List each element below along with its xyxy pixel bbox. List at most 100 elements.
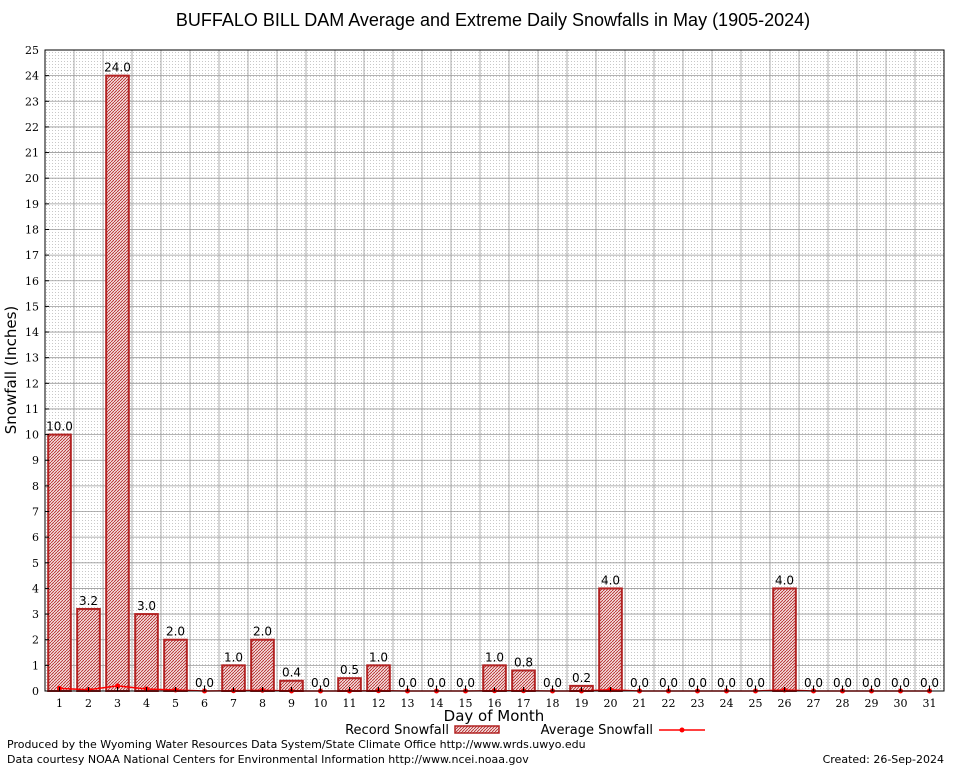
- x-tick-label: 15: [459, 697, 473, 710]
- x-tick-label: 31: [923, 697, 937, 710]
- x-tick-label: 8: [259, 697, 266, 710]
- bar-value-label: 1.0: [224, 650, 243, 664]
- record-bar: [598, 587, 623, 692]
- y-tick-label: 12: [25, 377, 39, 390]
- chart-title: BUFFALO BILL DAM Average and Extreme Dai…: [176, 10, 810, 30]
- x-tick-label: 9: [288, 697, 295, 710]
- bar-value-label: 0.0: [195, 676, 214, 690]
- gridlines: [45, 50, 944, 691]
- bar-value-label: 0.2: [572, 671, 591, 685]
- legend-record-label: Record Snowfall: [345, 723, 449, 738]
- x-tick-label: 2: [85, 697, 92, 710]
- x-tick-label: 12: [372, 697, 386, 710]
- record-bar: [163, 638, 188, 692]
- y-tick-label: 2: [32, 634, 39, 647]
- x-tick-label: 27: [807, 697, 821, 710]
- x-tick-label: 30: [894, 697, 908, 710]
- y-tick-label: 10: [25, 429, 39, 442]
- bar-value-label: 0.0: [833, 676, 852, 690]
- legend-record-swatch: [454, 725, 500, 734]
- bar-value-label: 2.0: [253, 625, 272, 639]
- x-axis-label: Day of Month: [444, 707, 545, 725]
- bar-value-label: 1.0: [485, 650, 504, 664]
- x-tick-label: 5: [172, 697, 179, 710]
- bar-value-label: 0.0: [862, 676, 881, 690]
- y-tick-label: 1: [32, 659, 39, 672]
- bar-value-label: 0.0: [630, 676, 649, 690]
- record-bar: [250, 638, 275, 692]
- x-tick-label: 17: [517, 697, 531, 710]
- bar-value-label: 0.0: [427, 676, 446, 690]
- bar-value-label: 0.0: [311, 676, 330, 690]
- bar-value-label: 0.0: [456, 676, 475, 690]
- bar-value-label: 0.0: [746, 676, 765, 690]
- x-tick-label: 21: [633, 697, 647, 710]
- y-tick-label: 7: [32, 506, 39, 519]
- x-tick-label: 28: [836, 697, 850, 710]
- x-tick-label: 3: [114, 697, 121, 710]
- x-tick-label: 29: [865, 697, 879, 710]
- record-bar: [134, 613, 159, 693]
- record-bar: [772, 587, 797, 692]
- y-tick-label: 20: [25, 172, 39, 185]
- y-axis-ticks: 0123456789101112131415161718192021222324…: [25, 44, 49, 698]
- record-bar: [105, 74, 130, 692]
- x-tick-label: 14: [430, 697, 444, 710]
- y-tick-label: 11: [25, 403, 39, 416]
- bar-value-label: 1.0: [369, 650, 388, 664]
- y-tick-label: 25: [25, 44, 39, 57]
- footer-courtesy: Data courtesy NOAA National Centers for …: [7, 753, 529, 766]
- bar-value-label: 3.0: [137, 599, 156, 613]
- footer-created: Created: 26-Sep-2024: [822, 753, 944, 766]
- bar-value-label: 0.0: [688, 676, 707, 690]
- bar-value-label: 0.4: [282, 666, 301, 680]
- bar-value-label: 0.0: [717, 676, 736, 690]
- y-tick-label: 17: [25, 249, 39, 262]
- bar-value-label: 4.0: [775, 573, 794, 587]
- bar-value-label: 3.2: [79, 594, 98, 608]
- y-tick-label: 6: [32, 531, 39, 544]
- bar-value-label: 0.0: [804, 676, 823, 690]
- average-point: [115, 683, 120, 689]
- x-tick-label: 1: [56, 697, 63, 710]
- record-bars: [47, 74, 797, 693]
- legend: Record Snowfall Average Snowfall: [345, 723, 705, 738]
- bar-value-label: 0.0: [920, 676, 939, 690]
- bar-value-label: 0.0: [398, 676, 417, 690]
- x-tick-label: 13: [401, 697, 415, 710]
- bar-value-label: 0.0: [659, 676, 678, 690]
- bar-value-label: 24.0: [104, 61, 131, 75]
- bar-value-labels: 10.0 3.2 24.0 3.0 2.0 0.0 1.0 2.0 0.4 0.0 0.5 1.0 0.…: [46, 61, 939, 690]
- x-tick-label: 16: [488, 697, 502, 710]
- y-tick-label: 18: [25, 223, 39, 236]
- x-tick-label: 10: [314, 697, 328, 710]
- bar-value-label: 0.8: [514, 655, 533, 669]
- y-tick-label: 19: [25, 198, 39, 211]
- y-tick-label: 14: [25, 326, 39, 339]
- legend-average-label: Average Snowfall: [541, 723, 653, 738]
- y-tick-label: 21: [25, 147, 39, 160]
- x-axis-ticks: 1 2 3 4 5 6 7 8 9 10 11 12 13 14 15 16 17 18 19 20 21 22 23 24 2…: [56, 687, 937, 710]
- x-tick-label: 7: [230, 697, 237, 710]
- x-tick-label: 4: [143, 697, 150, 710]
- y-tick-label: 23: [25, 95, 39, 108]
- record-bar: [76, 607, 101, 693]
- bar-value-label: 2.0: [166, 625, 185, 639]
- record-bar: [47, 433, 72, 692]
- x-tick-label: 23: [691, 697, 705, 710]
- x-tick-label: 24: [720, 697, 734, 710]
- y-tick-label: 4: [32, 582, 39, 595]
- plot-area: [45, 50, 944, 691]
- x-tick-label: 26: [778, 697, 792, 710]
- x-tick-label: 20: [604, 697, 618, 710]
- y-tick-label: 3: [32, 608, 39, 621]
- x-tick-label: 25: [749, 697, 763, 710]
- y-axis-label: Snowfall (Inches): [2, 306, 20, 434]
- x-tick-label: 6: [201, 697, 208, 710]
- y-tick-label: 8: [32, 480, 39, 493]
- bar-value-label: 0.0: [543, 676, 562, 690]
- y-tick-label: 15: [25, 300, 39, 313]
- legend-average-marker: [679, 727, 685, 733]
- y-tick-label: 13: [25, 352, 39, 365]
